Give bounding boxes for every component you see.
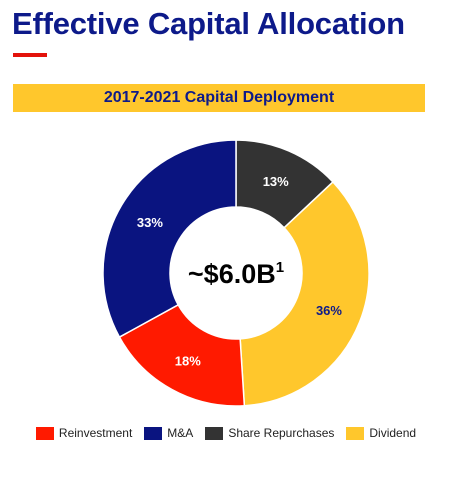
title-accent-bar [13,53,47,57]
chart-legend: Reinvestment M&A Share Repurchases Divid… [0,426,452,440]
legend-swatch-reinvestment [35,426,54,440]
legend-item-share-repurchases: Share Repurchases [205,426,334,440]
slice-label-ma: 33% [137,215,163,230]
legend-swatch-dividend [346,426,365,440]
legend-label-reinvestment: Reinvestment [58,426,133,440]
slice-label-dividend: 36% [316,303,342,318]
legend-item-dividend: Dividend [346,426,416,440]
slice-dividend [239,180,370,407]
page-title: Effective Capital Allocation [12,6,405,41]
center-label: ~$6.0B1 [188,259,284,289]
legend-label-share-repurchases: Share Repurchases [228,426,335,440]
legend-label-dividend: Dividend [369,426,417,440]
chart-title: 2017-2021 Capital Deployment [13,84,425,112]
legend-item-reinvestment: Reinvestment [35,426,133,440]
slice-label-reinvestment: 18% [175,354,201,369]
legend-item-ma: M&A [144,426,193,440]
legend-swatch-ma [144,426,163,440]
legend-label-ma: M&A [167,426,194,440]
slice-label-share-repurchases: 13% [263,174,289,189]
slice-ma [102,139,237,339]
legend-swatch-share-repurchases [205,426,224,440]
